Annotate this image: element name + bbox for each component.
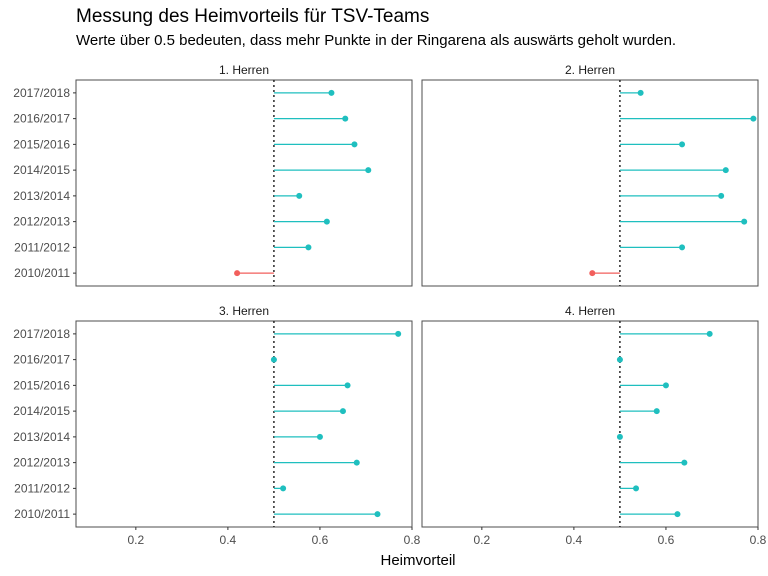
x-tick-label: 0.2	[473, 533, 490, 547]
data-point	[679, 244, 686, 251]
panel-title: 4. Herren	[565, 304, 615, 318]
y-tick-label: 2016/2017	[13, 353, 70, 367]
y-tick-label: 2013/2014	[13, 189, 70, 203]
x-tick-label: 0.6	[312, 533, 329, 547]
data-point	[718, 192, 725, 199]
y-tick-label: 2011/2012	[14, 240, 70, 254]
data-point	[681, 459, 688, 466]
y-tick-label: 2014/2015	[13, 404, 70, 418]
data-point	[633, 485, 640, 492]
panel-title: 3. Herren	[219, 304, 269, 318]
panel-4: 4. Herren 0.2 0.4 0.6 0.8	[421, 304, 767, 547]
panel-border	[75, 320, 413, 528]
data-point	[305, 244, 312, 251]
panel-2: 2. Herren	[421, 63, 759, 287]
y-tick-label: 2015/2016	[13, 137, 70, 151]
x-tick-label: 0.4	[220, 533, 237, 547]
data-point	[351, 141, 358, 148]
data-point	[616, 356, 623, 363]
x-axis-label: Heimvorteil	[380, 552, 455, 569]
y-tick-label: 2015/2016	[13, 378, 70, 392]
data-point	[395, 330, 402, 337]
x-tick-label: 0.2	[127, 533, 144, 547]
data-point	[353, 459, 360, 466]
panel-3: 3. Herren 2010/2011 2011/2012 2012/2013 2013…	[13, 304, 420, 547]
y-tick-label: 2013/2014	[13, 430, 70, 444]
data-point	[722, 167, 729, 174]
x-tick-label: 0.4	[566, 533, 583, 547]
panel-border	[75, 79, 413, 287]
panel-border	[421, 320, 759, 528]
x-tick-label: 0.8	[404, 533, 421, 547]
data-point	[344, 382, 351, 389]
data-point	[365, 167, 372, 174]
y-tick-label: 2011/2012	[14, 481, 70, 495]
panel-border	[421, 79, 759, 287]
data-point	[750, 115, 757, 122]
y-tick-label: 2012/2013	[13, 215, 70, 229]
x-tick-label: 0.6	[658, 533, 675, 547]
chart-title: Messung des Heimvorteils für TSV-Teams	[76, 6, 430, 27]
data-point	[374, 511, 381, 518]
data-point	[270, 356, 277, 363]
data-point	[342, 115, 349, 122]
panel-title: 2. Herren	[565, 63, 615, 77]
data-point	[674, 511, 681, 518]
y-tick-label: 2017/2018	[13, 327, 70, 341]
data-point	[679, 141, 686, 148]
y-tick-label: 2014/2015	[13, 163, 70, 177]
chart-subtitle: Werte über 0.5 bedeuten, dass mehr Punkt…	[76, 32, 677, 49]
y-tick-label: 2012/2013	[13, 456, 70, 470]
panel-title: 1. Herren	[219, 63, 269, 77]
data-point	[589, 270, 596, 277]
data-point	[706, 330, 713, 337]
x-tick-label: 0.8	[750, 533, 767, 547]
data-point	[328, 89, 335, 96]
data-point	[637, 89, 644, 96]
data-point	[323, 218, 330, 225]
y-tick-label: 2016/2017	[13, 112, 70, 126]
data-point	[234, 270, 241, 277]
panel-1: 1. Herren 2010/2011 2011/2012 2012/2013 2013…	[13, 63, 413, 287]
y-tick-label: 2010/2011	[14, 507, 70, 521]
data-point	[280, 485, 287, 492]
data-point	[316, 433, 323, 440]
y-tick-label: 2017/2018	[13, 86, 70, 100]
data-point	[296, 192, 303, 199]
data-point	[616, 433, 623, 440]
data-point	[653, 408, 660, 415]
data-point	[741, 218, 748, 225]
data-point	[339, 408, 346, 415]
y-tick-label: 2010/2011	[14, 266, 70, 280]
data-point	[662, 382, 669, 389]
